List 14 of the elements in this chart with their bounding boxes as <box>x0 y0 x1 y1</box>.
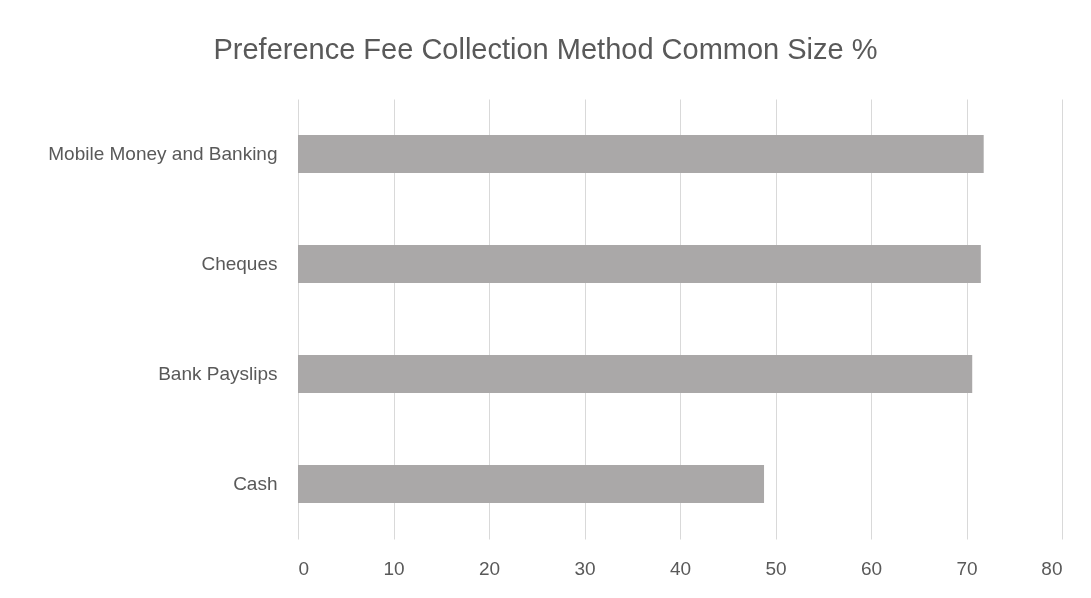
y-tick-label: Cheques <box>201 253 278 274</box>
x-tick-label: 60 <box>860 557 883 579</box>
x-tick-label: 70 <box>956 557 978 579</box>
y-tick-label: Mobile Money and Banking <box>48 143 278 164</box>
x-tick-label: 40 <box>669 557 692 579</box>
y-tick-label: Bank Payslips <box>158 363 278 384</box>
x-tick-label: 10 <box>383 557 405 579</box>
x-tick-label: 80 <box>1041 557 1063 579</box>
x-tick-label: 20 <box>478 557 501 579</box>
x-tick-label: 0 <box>298 557 310 579</box>
chart-title: Preference Fee Collection Method Common Size % <box>213 33 878 65</box>
x-tick-label: 30 <box>574 557 596 579</box>
x-tick-label: 50 <box>765 557 787 579</box>
y-tick-label: Cash <box>233 473 278 494</box>
